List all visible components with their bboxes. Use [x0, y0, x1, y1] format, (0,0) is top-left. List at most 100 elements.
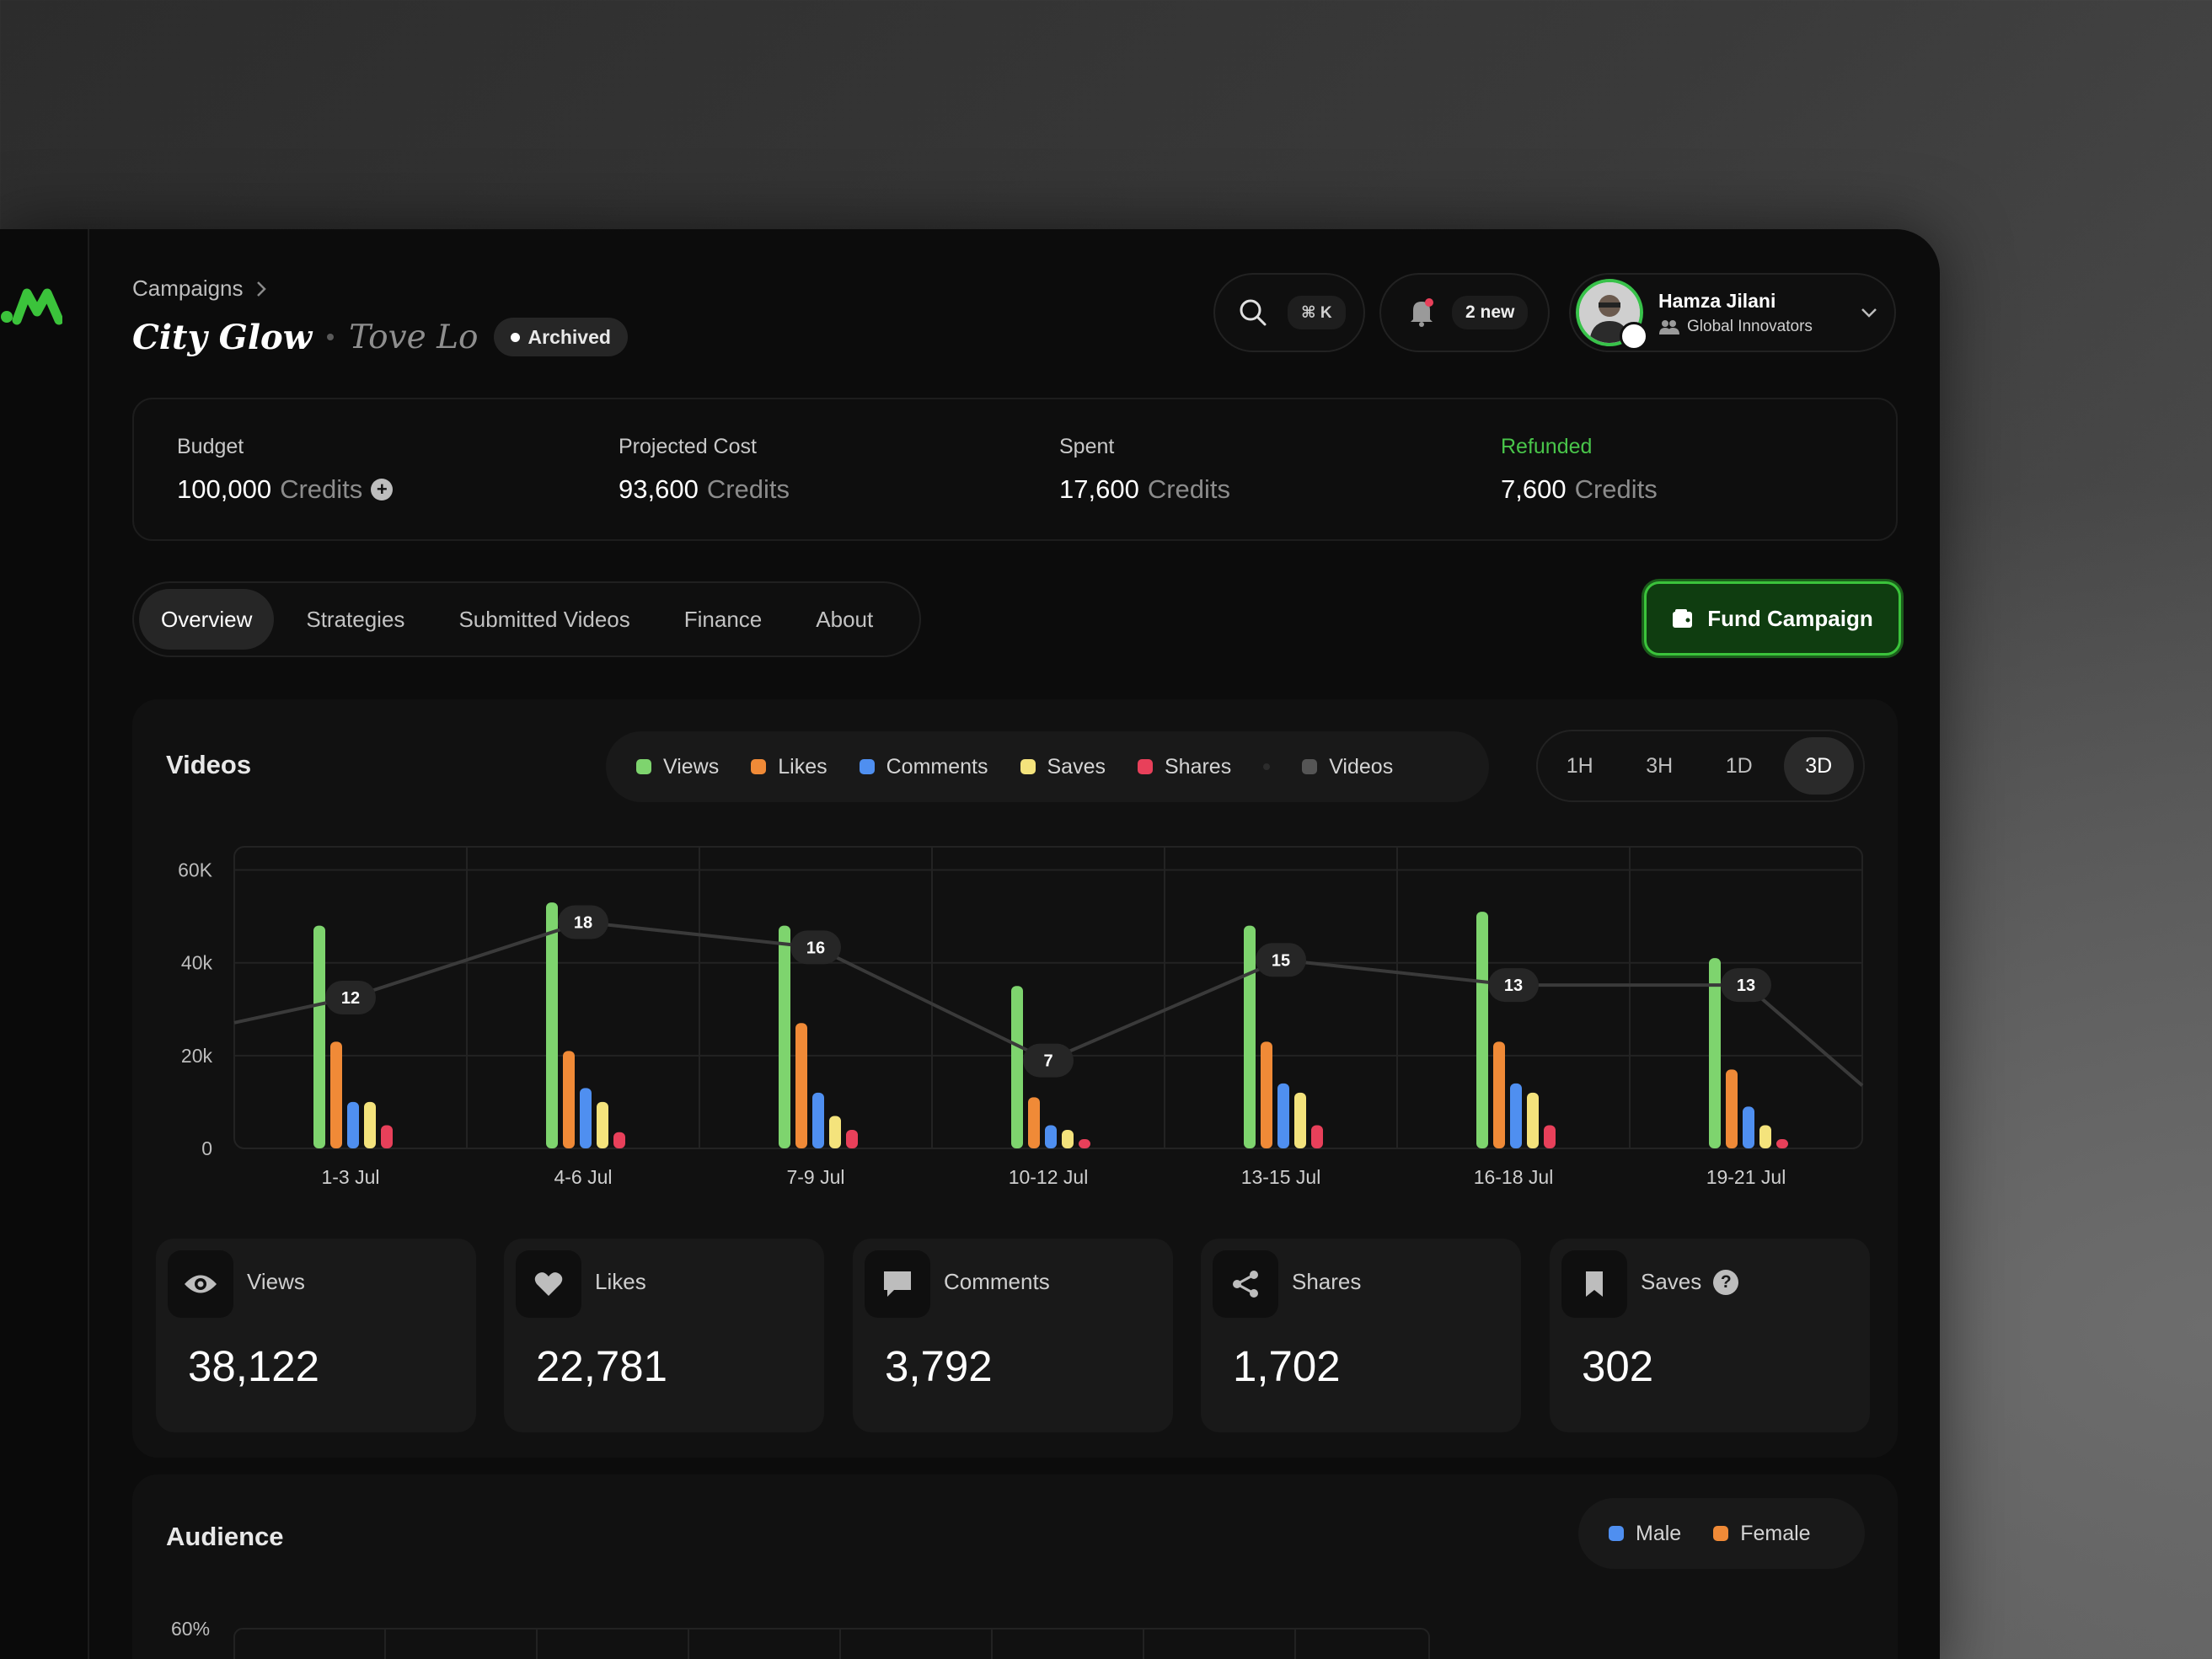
- tab-about[interactable]: About: [816, 606, 874, 632]
- notifications-button[interactable]: 2 new: [1379, 273, 1550, 352]
- brand-logo[interactable]: [0, 283, 62, 325]
- team-icon: [1659, 319, 1679, 334]
- stat-unit: Credits: [280, 474, 363, 504]
- search-button[interactable]: ⌘ K: [1213, 273, 1365, 352]
- bar-likes: [1028, 1097, 1040, 1148]
- stat-budget: Budget 100,000 Credits +: [177, 435, 394, 505]
- y-tick-label: 0: [201, 1137, 212, 1159]
- bar-comments: [1510, 1083, 1522, 1148]
- audience-legend: Male Female: [1578, 1498, 1865, 1569]
- legend-saves[interactable]: Saves: [1020, 755, 1106, 779]
- audience-y-tick: 60%: [171, 1618, 211, 1640]
- line-point-label: 7: [1043, 1052, 1052, 1071]
- bar-views: [1011, 986, 1023, 1148]
- bar-shares: [1079, 1138, 1090, 1148]
- legend-swatch: [1713, 1526, 1729, 1541]
- x-tick-label: 4-6 Jul: [554, 1166, 612, 1188]
- metric-value: 22,781: [536, 1342, 667, 1390]
- chart-frame: [233, 846, 1863, 1149]
- breadcrumb-campaigns[interactable]: Campaigns: [132, 276, 244, 301]
- x-tick-label: 19-21 Jul: [1706, 1166, 1786, 1188]
- legend-videos[interactable]: Videos: [1302, 755, 1393, 779]
- x-tick-label: 1-3 Jul: [321, 1166, 379, 1188]
- legend-label: Saves: [1047, 754, 1106, 779]
- bar-saves: [1527, 1092, 1539, 1148]
- user-menu[interactable]: Hamza Jilani Global Innovators: [1569, 273, 1896, 352]
- org-badge-icon: [1620, 322, 1648, 351]
- range-1h[interactable]: 1H: [1566, 753, 1593, 778]
- range-1d[interactable]: 1D: [1725, 753, 1753, 778]
- user-org: Global Innovators: [1658, 318, 1813, 336]
- legend-views[interactable]: Views: [636, 755, 719, 779]
- metric-label: Saves: [1641, 1269, 1702, 1294]
- line-point-label: 16: [806, 939, 825, 957]
- metric-card-saves: Saves? 302: [1550, 1239, 1870, 1432]
- tab-overview[interactable]: Overview: [139, 589, 275, 650]
- y-tick-label: 60K: [178, 859, 213, 881]
- share-icon: [1213, 1250, 1278, 1318]
- stat-value: 100,000: [177, 474, 272, 504]
- bar-likes: [1261, 1041, 1272, 1148]
- stat-value: 7,600: [1501, 474, 1567, 504]
- range-3d[interactable]: 3D: [1783, 737, 1854, 795]
- x-tick-label: 13-15 Jul: [1241, 1166, 1321, 1188]
- legend-label: Videos: [1329, 754, 1394, 779]
- metric-value: 38,122: [188, 1342, 319, 1390]
- legend-male[interactable]: Male: [1609, 1522, 1681, 1546]
- bar-shares: [613, 1132, 625, 1148]
- audience-chart-grid: [233, 1628, 1430, 1659]
- help-icon[interactable]: ?: [1713, 1269, 1739, 1295]
- bar-comments: [580, 1088, 592, 1148]
- legend-separator: [1263, 763, 1271, 770]
- bar-comments: [347, 1101, 359, 1148]
- fund-campaign-label: Fund Campaign: [1707, 605, 1873, 631]
- fund-campaign-button[interactable]: Fund Campaign: [1644, 581, 1901, 656]
- bookmark-icon: [1561, 1250, 1627, 1318]
- y-tick-label: 20k: [181, 1045, 213, 1067]
- bar-likes: [795, 1023, 807, 1148]
- legend-female[interactable]: Female: [1713, 1522, 1811, 1546]
- metric-card-views: Views 38,122: [156, 1239, 476, 1432]
- videos-chart: 60K 40k 20k 0 1-3 Jul 4-6 Jul 7-9 Jul 10-12 Jul…: [178, 846, 1864, 1188]
- metric-card-shares: Shares 1,702: [1201, 1239, 1521, 1432]
- user-name: Hamza Jilani: [1658, 289, 1776, 312]
- legend-swatch: [1302, 759, 1318, 774]
- legend-label: Likes: [778, 754, 827, 779]
- sidebar-rail: [0, 229, 89, 1659]
- metric-label: Views: [247, 1269, 305, 1294]
- tab-submitted-videos[interactable]: Submitted Videos: [458, 606, 630, 632]
- bar-saves: [1759, 1125, 1771, 1148]
- status-badge: Archived: [493, 318, 628, 356]
- legend-shares[interactable]: Shares: [1137, 755, 1231, 779]
- range-3h[interactable]: 3H: [1646, 753, 1674, 778]
- bar-shares: [1311, 1125, 1323, 1148]
- stat-label: Budget: [177, 435, 244, 458]
- line-point-label: 13: [1504, 977, 1523, 995]
- legend-swatch: [751, 759, 767, 774]
- metric-label: Shares: [1292, 1269, 1362, 1294]
- legend-comments[interactable]: Comments: [859, 755, 988, 779]
- legend-swatch: [1137, 759, 1153, 774]
- comment-icon: [865, 1250, 930, 1318]
- legend-likes[interactable]: Likes: [751, 755, 827, 779]
- line-point-badge: [325, 981, 376, 1014]
- line-point-label: 18: [574, 914, 592, 933]
- stat-label: Projected Cost: [619, 435, 757, 458]
- videos-title: Videos: [166, 750, 252, 779]
- metric-cards: Views 38,122 Likes 22,781 Comments 3,792…: [156, 1239, 1875, 1432]
- stat-unit: Credits: [1574, 474, 1658, 504]
- tab-strategies[interactable]: Strategies: [306, 606, 405, 632]
- user-info: Hamza Jilani Global Innovators: [1658, 290, 1813, 336]
- metric-label: Comments: [944, 1269, 1050, 1294]
- x-tick-label: 7-9 Jul: [786, 1166, 844, 1188]
- audience-panel: Audience Male Female 60%: [132, 1474, 1898, 1659]
- bar-shares: [846, 1129, 858, 1148]
- legend-swatch: [1609, 1526, 1624, 1541]
- stat-spent: Spent 17,600 Credits: [1059, 435, 1230, 505]
- campaign-header: City Glow Tove Lo Archived: [132, 310, 628, 364]
- y-tick-label: 40k: [181, 952, 213, 974]
- metric-label: Likes: [595, 1269, 646, 1294]
- add-budget-button[interactable]: +: [371, 479, 394, 500]
- tab-finance[interactable]: Finance: [683, 606, 763, 632]
- user-org-label: Global Innovators: [1687, 317, 1813, 335]
